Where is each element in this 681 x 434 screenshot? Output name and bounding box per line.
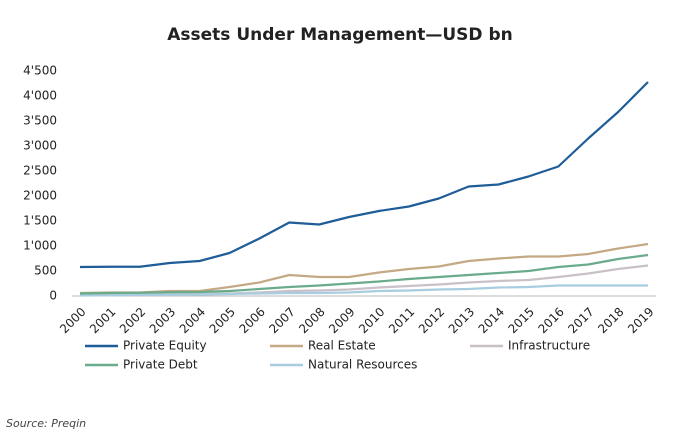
y-tick-label: 2'500 <box>23 164 57 178</box>
series-line <box>79 253 649 295</box>
legend-label: Private Equity <box>123 339 207 353</box>
y-tick-label: 2'000 <box>23 189 57 203</box>
y-tick-label: 4'500 <box>23 64 57 78</box>
y-tick-label: 0 <box>49 289 57 303</box>
y-tick-label: 3'500 <box>23 114 57 128</box>
source: Source: Preqin <box>6 417 86 430</box>
x-tick-label: 2013 <box>446 305 477 336</box>
x-tick-label: 2019 <box>625 305 656 336</box>
x-tick-label: 2007 <box>266 305 297 336</box>
x-tick-label: 2010 <box>356 305 387 336</box>
y-tick-label: 4'000 <box>23 89 57 103</box>
x-tick-label: 2001 <box>87 305 118 336</box>
x-tick-label: 2015 <box>506 305 537 336</box>
x-tick-label: 2000 <box>57 305 88 336</box>
y-tick-label: 500 <box>34 264 57 278</box>
x-tick-label: 2004 <box>177 305 208 336</box>
x-tick-label: 2016 <box>535 305 566 336</box>
chart-title: Assets Under Management—USD bn <box>167 25 512 45</box>
y-tick-label: 1'000 <box>23 239 57 253</box>
y-tick-label: 1'500 <box>23 214 57 228</box>
x-tick-label: 2017 <box>565 305 596 336</box>
x-tick-label: 2011 <box>386 305 417 336</box>
legend-label: Private Debt <box>123 358 198 372</box>
legend-label: Real Estate <box>308 339 376 353</box>
x-tick-label: 2005 <box>207 305 238 336</box>
x-tick-label: 2012 <box>416 305 447 336</box>
x-tick-label: 2003 <box>147 305 178 336</box>
x-tick-label: 2014 <box>476 305 507 336</box>
series-line <box>79 242 649 295</box>
x-tick-label: 2009 <box>326 305 357 336</box>
x-tick-label: 2008 <box>296 305 327 336</box>
legend-label: Natural Resources <box>308 358 417 372</box>
legend-label: Infrastructure <box>508 339 590 353</box>
x-tick-label: 2006 <box>236 305 267 336</box>
series-line <box>79 284 648 297</box>
series-line <box>79 81 649 269</box>
y-tick-label: 3'000 <box>23 139 57 153</box>
x-tick-label: 2018 <box>595 305 626 336</box>
x-tick-label: 2002 <box>117 305 148 336</box>
